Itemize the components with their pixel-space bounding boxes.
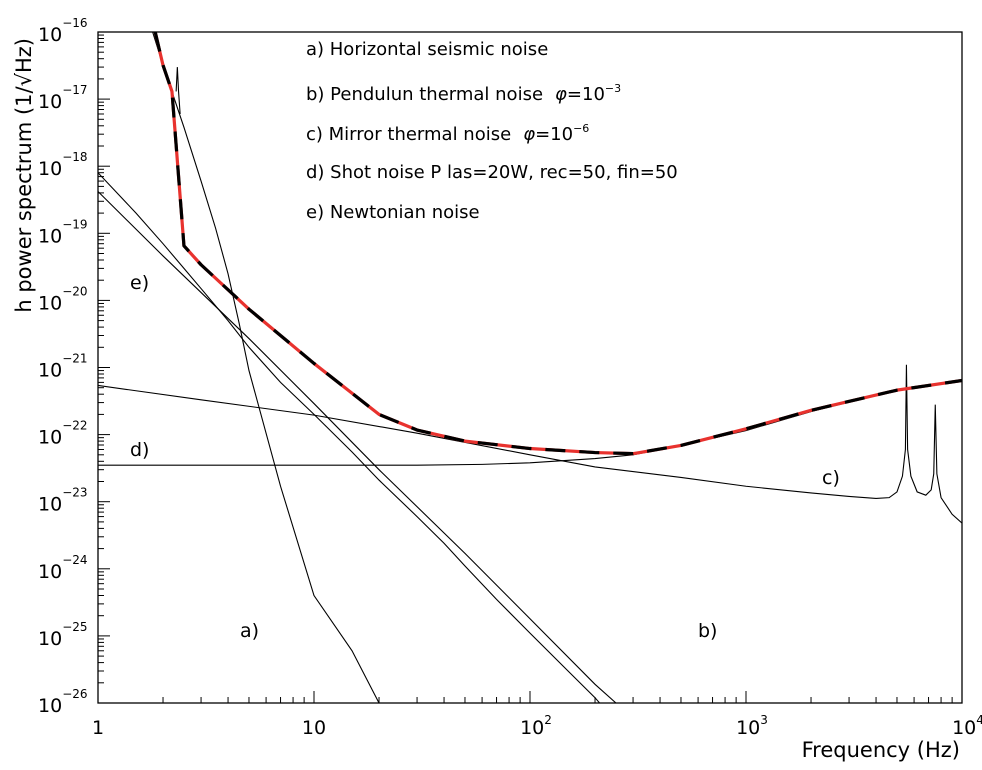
noise-curve-d [98,379,962,466]
noise-curve-c [98,364,962,524]
x-axis-title: Frequency (Hz) [802,738,960,762]
y-tick-label: 10−25 [38,620,88,650]
y-tick-label: 10−23 [38,486,88,516]
legend-phi-exponent: −6 [573,122,589,135]
legend-entry-b: b) Pendulun thermal noise φ=10−3 [306,82,621,105]
y-tick-exponent: −22 [62,419,87,433]
x-tick-label: 10 [302,717,326,739]
y-tick-label: 10−17 [38,83,88,113]
legend-entry-d: d) Shot noise P las=20W, rec=50, fin=50 [306,162,678,183]
y-tick-exponent: −16 [62,16,87,30]
curve-label-a: a) [240,620,259,642]
x-tick-label: 102 [520,713,552,739]
y-tick-exponent: −25 [62,620,87,634]
y-axis-title: h power spectrum (1/√Hz) [12,38,36,313]
legend-entry-c: c) Mirror thermal noise φ=10−6 [306,122,589,145]
legend-phi-value: =10 [535,124,573,145]
curves-layer [98,32,962,703]
y-tick-exponent: −24 [62,553,87,567]
y-tick-exponent: −17 [62,83,87,97]
y-tick-exponent: −19 [62,217,87,231]
noise-curve-a-peak [175,67,181,115]
x-tick-exponent: 3 [760,713,768,727]
curve-label-b: b) [698,620,717,642]
curve-label-e: e) [130,272,149,294]
y-tick-exponent: −21 [62,352,87,366]
y-tick-exponent: −23 [62,486,87,500]
noise-curve-b [98,191,617,703]
x-tick-label: 1 [92,717,104,739]
curve-label-d: d) [130,439,149,461]
y-tick-label: 10−24 [38,553,88,583]
legend-phi-exponent: −3 [605,82,621,95]
legend-phi-symbol: φ [523,124,535,145]
x-tick-exponent: 4 [976,713,982,727]
y-tick-label: 10−19 [38,217,88,247]
total-noise-curve-black [153,32,962,456]
y-tick-label: 10−26 [38,687,88,717]
y-tick-label: 10−22 [38,419,88,449]
legend-entry-a: a) Horizontal seismic noise [306,39,548,60]
legend-phi-value: =10 [567,84,605,105]
y-tick-exponent: −26 [62,687,87,701]
x-tick-exponent: 2 [544,713,552,727]
y-tick-label: 10−20 [38,284,88,314]
curve-label-c: c) [822,467,840,489]
legend: a) Horizontal seismic noise b) Pendulun t… [306,39,678,223]
noise-curve-a [152,32,380,703]
x-tick-label: 104 [952,713,982,739]
legend-entry-e: e) Newtonian noise [306,202,480,223]
ticks-layer [97,34,963,704]
y-tick-label: 10−16 [38,16,88,46]
y-tick-label: 10−18 [38,150,88,180]
y-tick-label: 10−21 [38,352,88,382]
noise-curve-e [98,172,601,703]
x-tick-label: 103 [736,713,768,739]
legend-phi-symbol: φ [555,84,567,105]
y-tick-exponent: −20 [62,284,87,298]
y-tick-exponent: −18 [62,150,87,164]
